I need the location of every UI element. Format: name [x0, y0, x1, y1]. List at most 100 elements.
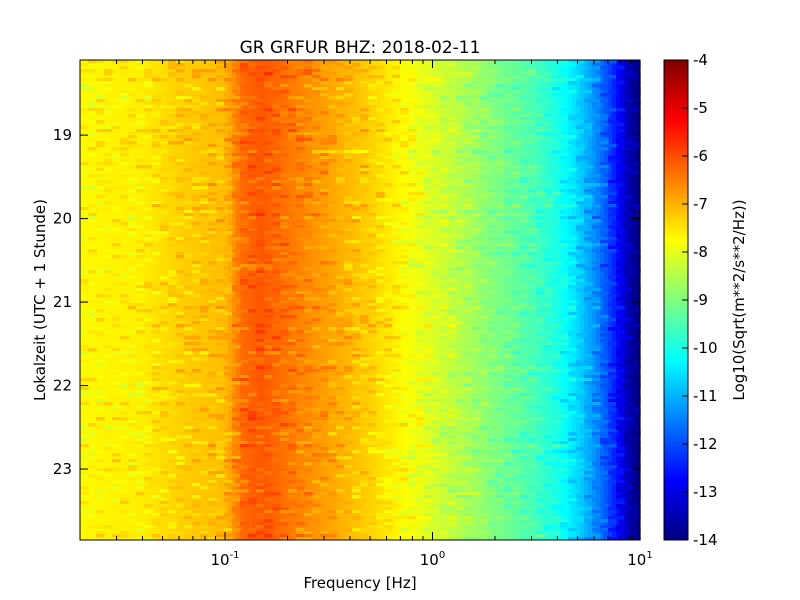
heatmap-cell [136, 390, 145, 394]
heatmap-cell [480, 261, 489, 265]
heatmap-cell [384, 198, 393, 202]
heatmap-cell [408, 168, 417, 172]
heatmap-cell [280, 174, 289, 178]
heatmap-cell [384, 291, 393, 295]
heatmap-cell [344, 369, 353, 373]
heatmap-cell [400, 240, 409, 244]
heatmap-cell [520, 453, 529, 457]
heatmap-cell [296, 441, 305, 445]
heatmap-cell [520, 435, 529, 439]
heatmap-cell [488, 165, 497, 169]
heatmap-cell [336, 312, 345, 316]
heatmap-cell [80, 387, 89, 391]
heatmap-cell [528, 330, 537, 334]
heatmap-cell [152, 78, 161, 82]
heatmap-cell [328, 327, 337, 331]
heatmap-cell [408, 315, 417, 319]
heatmap-cell [544, 312, 553, 316]
heatmap-cell [152, 306, 161, 310]
heatmap-cell [240, 147, 249, 151]
heatmap-cell [272, 522, 281, 526]
heatmap-cell [408, 195, 417, 199]
heatmap-cell [112, 468, 121, 472]
heatmap-cell [568, 234, 577, 238]
heatmap-cell [216, 258, 225, 262]
heatmap-cell [368, 300, 377, 304]
heatmap-cell [248, 213, 257, 217]
heatmap-cell [264, 72, 273, 76]
heatmap-cell [192, 252, 201, 256]
heatmap-cell [120, 393, 129, 397]
heatmap-cell [144, 165, 153, 169]
heatmap-cell [624, 441, 633, 445]
heatmap-cell [488, 222, 497, 226]
heatmap-cell [304, 360, 313, 364]
heatmap-cell [616, 183, 625, 187]
heatmap-cell [224, 144, 233, 148]
heatmap-cell [80, 165, 89, 169]
heatmap-cell [600, 528, 609, 532]
heatmap-cell [136, 327, 145, 331]
heatmap-cell [216, 66, 225, 70]
heatmap-cell [616, 354, 625, 358]
heatmap-cell [112, 228, 121, 232]
heatmap-cell [560, 411, 569, 415]
heatmap-cell [368, 279, 377, 283]
heatmap-cell [208, 153, 217, 157]
heatmap-cell [328, 150, 337, 154]
heatmap-cell [80, 168, 89, 172]
heatmap-cell [480, 207, 489, 211]
heatmap-cell [520, 375, 529, 379]
heatmap-cell [184, 99, 193, 103]
heatmap-cell [88, 432, 97, 436]
heatmap-cell [176, 342, 185, 346]
heatmap-cell [616, 312, 625, 316]
heatmap-cell [584, 468, 593, 472]
heatmap-cell [312, 87, 321, 91]
heatmap-cell [624, 141, 633, 145]
heatmap-cell [592, 480, 601, 484]
heatmap-cell [344, 264, 353, 268]
heatmap-cell [456, 411, 465, 415]
heatmap-cell [168, 171, 177, 175]
heatmap-cell [272, 270, 281, 274]
heatmap-cell [312, 360, 321, 364]
heatmap-cell [536, 279, 545, 283]
heatmap-cell [288, 315, 297, 319]
heatmap-cell [480, 168, 489, 172]
heatmap-cell [592, 75, 601, 79]
heatmap-cell [432, 468, 441, 472]
heatmap-cell [552, 408, 561, 412]
heatmap-cell [440, 228, 449, 232]
heatmap-cell [320, 150, 329, 154]
heatmap-cell [608, 90, 617, 94]
heatmap-cell [88, 270, 97, 274]
heatmap-cell [344, 339, 353, 343]
heatmap-cell [272, 231, 281, 235]
heatmap-cell [608, 276, 617, 280]
heatmap-cell [472, 405, 481, 409]
heatmap-cell [480, 372, 489, 376]
heatmap-cell [552, 237, 561, 241]
heatmap-cell [160, 327, 169, 331]
heatmap-cell [360, 387, 369, 391]
heatmap-cell [568, 258, 577, 262]
heatmap-cell [216, 156, 225, 160]
heatmap-cell [624, 468, 633, 472]
heatmap-cell [88, 519, 97, 523]
heatmap-cell [152, 135, 161, 139]
heatmap-cell [160, 117, 169, 121]
heatmap-cell [136, 129, 145, 133]
heatmap-cell [192, 321, 201, 325]
heatmap-cell [464, 468, 473, 472]
heatmap-cell [336, 243, 345, 247]
heatmap-cell [448, 348, 457, 352]
heatmap-cell [184, 507, 193, 511]
heatmap-cell [536, 222, 545, 226]
heatmap-cell [384, 189, 393, 193]
heatmap-cell [384, 495, 393, 499]
heatmap-cell [168, 285, 177, 289]
heatmap-cell [128, 453, 137, 457]
heatmap-cell [576, 60, 585, 64]
heatmap-cell [416, 405, 425, 409]
